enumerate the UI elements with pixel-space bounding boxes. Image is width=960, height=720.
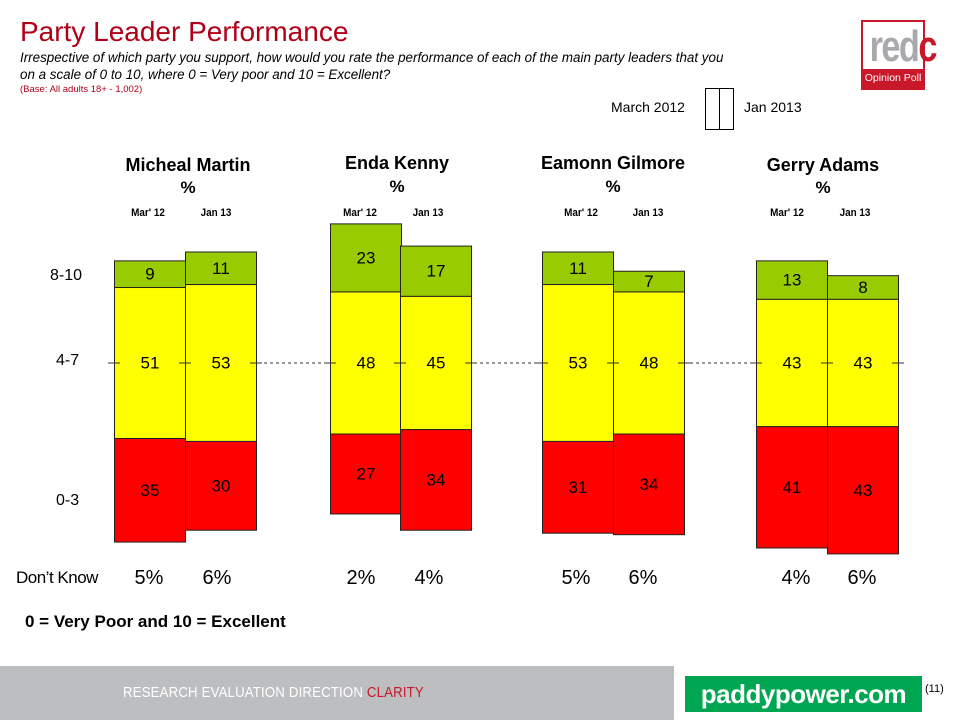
bar-label-low: 27 — [357, 465, 376, 484]
bar-label-mid: 43 — [854, 354, 873, 373]
bar-label-high: 9 — [145, 265, 154, 284]
bar-label-low: 30 — [212, 476, 231, 495]
leader-unit: % — [605, 177, 621, 196]
bar-segment-low — [613, 433, 685, 536]
dont-know-value: 6% — [202, 567, 232, 589]
bar-label-high: 7 — [644, 272, 653, 291]
leader-name: Enda Kenny — [344, 153, 450, 173]
label-mask — [558, 359, 598, 367]
bar-segment-low — [114, 437, 186, 543]
label-mask — [346, 359, 386, 367]
question-line-1: Irrespective of which party you support,… — [20, 50, 724, 65]
dont-know-value: 4% — [781, 567, 811, 589]
bar-label-low: 34 — [640, 475, 659, 494]
bar-label-mid: 45 — [427, 354, 446, 373]
bar-label-low: 43 — [854, 481, 873, 500]
period-label: Mar' 12 — [564, 207, 598, 219]
page-title: Party Leader Performance — [20, 16, 349, 47]
bar-label-high: 11 — [212, 259, 230, 278]
period-label: Jan 13 — [200, 207, 232, 219]
label-mask — [629, 359, 669, 367]
bar-label-high: 17 — [427, 262, 446, 281]
row-label-mid: 4-7 — [56, 352, 80, 369]
bar-segment-high — [330, 223, 402, 293]
dont-know-value: 6% — [628, 567, 658, 589]
paddypower-logo: paddypower.com — [685, 676, 922, 712]
bar-label-mid: 53 — [212, 354, 231, 373]
period-label: Mar' 12 — [343, 207, 377, 219]
bar-segment-high — [542, 251, 614, 286]
bar-segment-high — [185, 251, 257, 286]
label-mask — [843, 359, 883, 367]
bar-label-high: 23 — [357, 248, 376, 267]
bar-segment-low — [330, 433, 402, 515]
dont-know-value: 5% — [134, 567, 164, 589]
bar-label-low: 35 — [141, 481, 160, 500]
redc-wordmark-red: c — [918, 22, 937, 71]
leader-unit: % — [389, 177, 405, 196]
bar-label-high: 13 — [783, 271, 802, 290]
period-label: Jan 13 — [839, 207, 871, 219]
bar-label-low: 34 — [427, 470, 446, 489]
label-mask — [130, 359, 170, 367]
leader-name: Eamonn Gilmore — [540, 153, 686, 173]
period-label: Jan 13 — [632, 207, 664, 219]
bar-segment-low — [827, 426, 899, 555]
dont-know-value: 5% — [561, 567, 591, 589]
bar-segment-low — [756, 426, 828, 549]
period-label: Mar' 12 — [131, 207, 165, 219]
leader-unit: % — [815, 178, 831, 197]
legend-jan-2013: Jan 2013 — [744, 99, 802, 115]
bar-label-mid: 48 — [357, 354, 376, 373]
redc-logo: redc Opinion Poll — [861, 20, 938, 90]
scale-note: 0 = Very Poor and 10 = Excellent — [25, 612, 286, 631]
dont-know-value: 2% — [346, 567, 376, 589]
redc-wordmark: redc — [869, 22, 938, 72]
bar-label-high: 11 — [569, 259, 587, 278]
page-number: (11) — [925, 683, 944, 695]
label-mask — [772, 359, 812, 367]
bar-label-mid: 51 — [141, 354, 160, 373]
footer-tagline: RESEARCH EVALUATION DIRECTION CLARITY — [123, 684, 424, 701]
label-mask — [416, 359, 456, 367]
label-mask — [201, 359, 241, 367]
base-note: (Base: All adults 18+ - 1,002) — [20, 84, 143, 95]
bar-label-low: 31 — [569, 478, 588, 497]
legend-swatch-jan-2013 — [719, 88, 734, 130]
bar-segment-low — [542, 440, 614, 534]
period-label: Jan 13 — [412, 207, 444, 219]
bar-label-mid: 43 — [783, 354, 802, 373]
question-text: Irrespective of which party you support,… — [20, 49, 820, 83]
bar-label-mid: 53 — [569, 354, 588, 373]
bar-segment-low — [185, 440, 257, 531]
redc-wordmark-grey: red — [869, 22, 920, 71]
bar-label-low: 41 — [783, 478, 802, 497]
leader-name: Gerry Adams — [766, 155, 880, 175]
footer-band — [0, 666, 674, 720]
dont-know-label: Don’t Know — [16, 568, 98, 587]
question-line-2: on a scale of 0 to 10, where 0 = Very po… — [20, 67, 391, 82]
row-label-low: 0-3 — [56, 492, 80, 509]
footer-tagline-main: RESEARCH EVALUATION DIRECTION — [123, 684, 364, 701]
leader-unit: % — [180, 178, 196, 197]
footer-tagline-accent: CLARITY — [366, 684, 424, 701]
bar-label-mid: 48 — [640, 354, 659, 373]
row-label-high: 8-10 — [50, 267, 83, 284]
leader-name: Micheal Martin — [125, 155, 251, 175]
period-label: Mar' 12 — [770, 207, 804, 219]
legend-march-2012: March 2012 — [611, 99, 685, 115]
dont-know-value: 6% — [847, 567, 877, 589]
bar-label-high: 8 — [858, 278, 867, 297]
opinion-poll-band: Opinion Poll — [863, 69, 923, 88]
bar-segment-low — [400, 429, 472, 531]
bar-segment-high — [400, 245, 472, 297]
dont-know-value: 4% — [414, 567, 444, 589]
